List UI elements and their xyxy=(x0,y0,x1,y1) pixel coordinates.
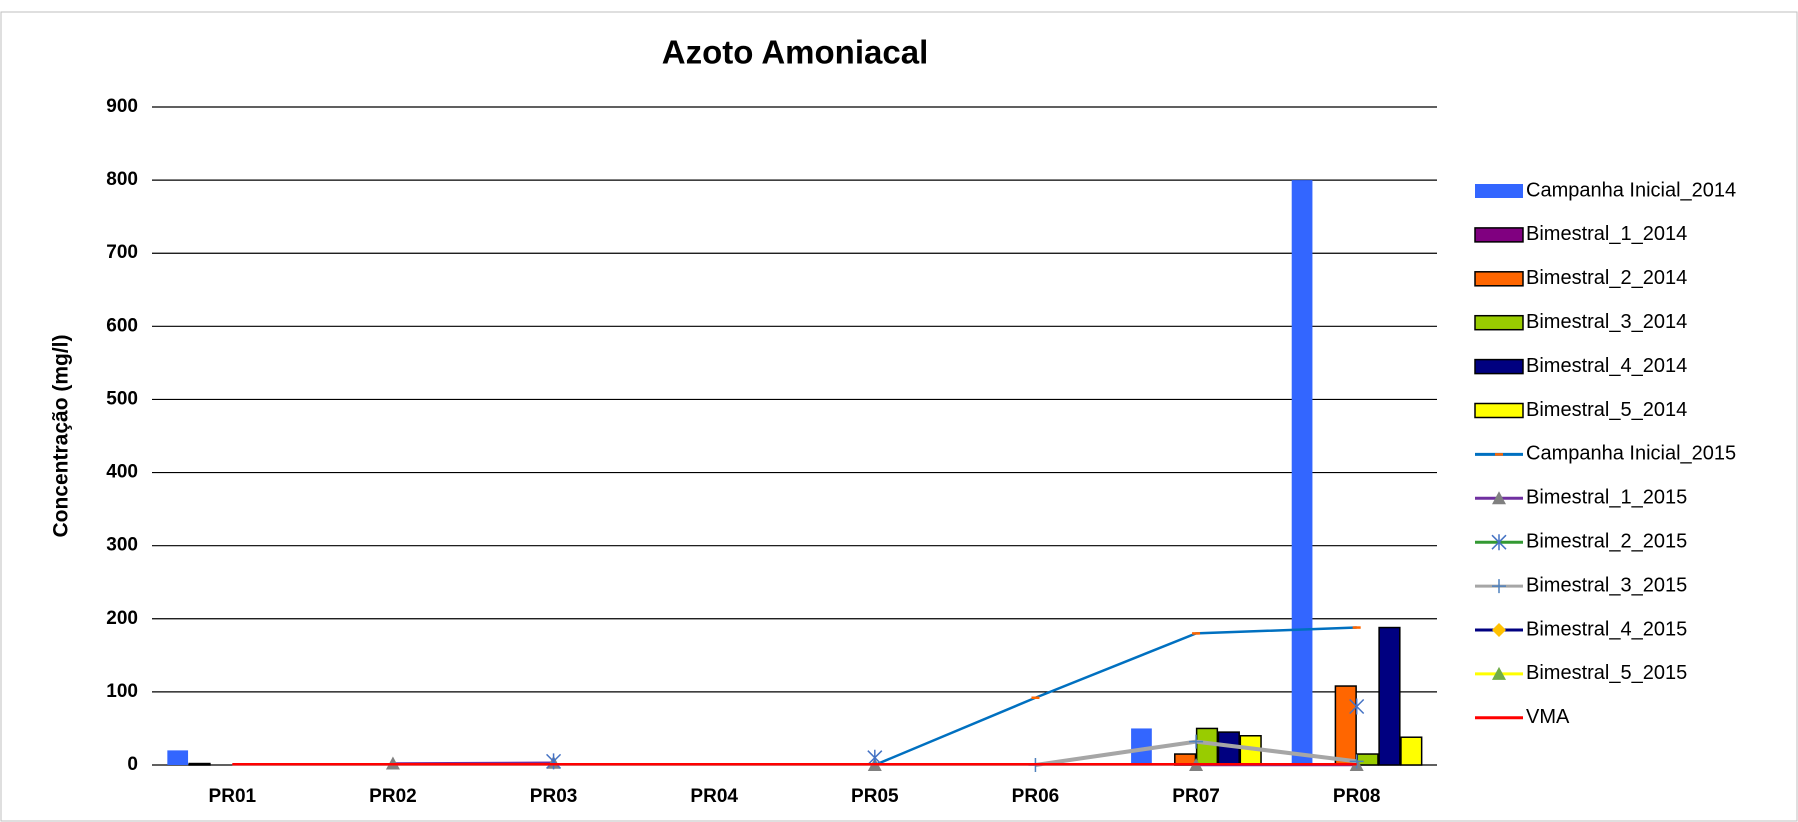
legend-label: Bimestral_3_2015 xyxy=(1526,574,1687,596)
bar xyxy=(1291,180,1313,766)
x-tick-label: PR05 xyxy=(851,786,899,807)
x-tick-label: PR03 xyxy=(530,786,578,807)
legend-swatch xyxy=(1474,314,1524,331)
y-axis-label: Concentração (mg/l) xyxy=(50,334,73,537)
bar xyxy=(1217,731,1240,766)
legend-entry: Campanha Inicial_2014 xyxy=(1475,179,1736,201)
legend-label: Bimestral_1_2014 xyxy=(1526,223,1687,245)
legend-label: VMA xyxy=(1526,706,1570,728)
legend-label: Bimestral_3_2014 xyxy=(1526,311,1687,333)
legend-label: Campanha Inicial_2015 xyxy=(1526,443,1736,465)
x-tick-label: PR06 xyxy=(1012,786,1060,807)
marker xyxy=(1492,491,1506,505)
y-tick-label: 700 xyxy=(106,242,138,263)
bar xyxy=(167,750,189,765)
legend-label: Bimestral_4_2015 xyxy=(1526,618,1687,640)
legend-label: Bimestral_4_2014 xyxy=(1526,355,1687,377)
legend-label: Bimestral_2_2014 xyxy=(1526,267,1687,289)
legend-swatch xyxy=(1475,184,1523,198)
legend-swatch xyxy=(1474,271,1524,287)
x-tick-label: PR07 xyxy=(1172,786,1220,807)
x-tick-label: PR08 xyxy=(1333,786,1381,807)
legend-entry: Bimestral_1_2015 xyxy=(1475,487,1687,509)
legend-label: Bimestral_1_2015 xyxy=(1526,487,1687,509)
marker xyxy=(1492,579,1506,594)
bar xyxy=(188,762,211,766)
legend-label: Bimestral_5_2015 xyxy=(1526,662,1687,684)
legend-entry: Bimestral_3_2014 xyxy=(1474,311,1687,333)
legend-entry: Bimestral_5_2014 xyxy=(1474,399,1687,421)
legend-label: Bimestral_5_2014 xyxy=(1526,399,1687,421)
bar xyxy=(1195,727,1219,766)
legend-entry: Bimestral_2_2015 xyxy=(1475,530,1687,552)
marker xyxy=(1349,754,1364,769)
marker xyxy=(1189,734,1204,749)
bar xyxy=(1131,728,1152,765)
y-tick-label: 100 xyxy=(106,681,138,702)
legend-label: Campanha Inicial_2014 xyxy=(1526,179,1736,201)
y-tick-label: 600 xyxy=(106,315,138,336)
legend-entry: Campanha Inicial_2015 xyxy=(1475,443,1736,465)
x-tick-label: PR01 xyxy=(209,786,257,807)
bar xyxy=(1334,685,1357,766)
bar xyxy=(1356,753,1379,766)
y-tick-label: 200 xyxy=(106,608,138,629)
legend-entry: Bimestral_1_2014 xyxy=(1474,223,1687,245)
legend-swatch xyxy=(1474,227,1524,243)
marker xyxy=(546,753,562,770)
legend-entry: Bimestral_2_2014 xyxy=(1474,267,1687,289)
y-tick-label: 400 xyxy=(106,462,138,483)
y-tick-label: 500 xyxy=(106,388,138,409)
legend-label: Bimestral_2_2015 xyxy=(1526,530,1687,552)
legend-swatch xyxy=(1474,358,1524,375)
marker xyxy=(1349,698,1365,715)
y-tick-label: 900 xyxy=(106,96,138,117)
x-tick-label: PR02 xyxy=(369,786,417,807)
x-tick-label: PR04 xyxy=(690,786,738,807)
line xyxy=(874,626,1357,767)
y-tick-label: 0 xyxy=(127,754,138,775)
legend-swatch xyxy=(1474,402,1524,419)
marker xyxy=(1492,666,1506,680)
marker xyxy=(1492,623,1506,637)
legend-entry: Bimestral_5_2015 xyxy=(1475,662,1687,684)
y-tick-label: 800 xyxy=(106,169,138,190)
marker xyxy=(1491,534,1507,551)
chart-title: Azoto Amoniacal xyxy=(662,34,928,71)
legend-entry: Bimestral_3_2015 xyxy=(1475,574,1687,596)
legend-entry: VMA xyxy=(1475,706,1570,728)
legend-entry: Bimestral_4_2015 xyxy=(1475,618,1687,640)
bar xyxy=(1378,626,1401,766)
legend-entry: Bimestral_4_2014 xyxy=(1474,355,1687,377)
y-tick-label: 300 xyxy=(106,535,138,556)
bar xyxy=(1400,736,1423,766)
